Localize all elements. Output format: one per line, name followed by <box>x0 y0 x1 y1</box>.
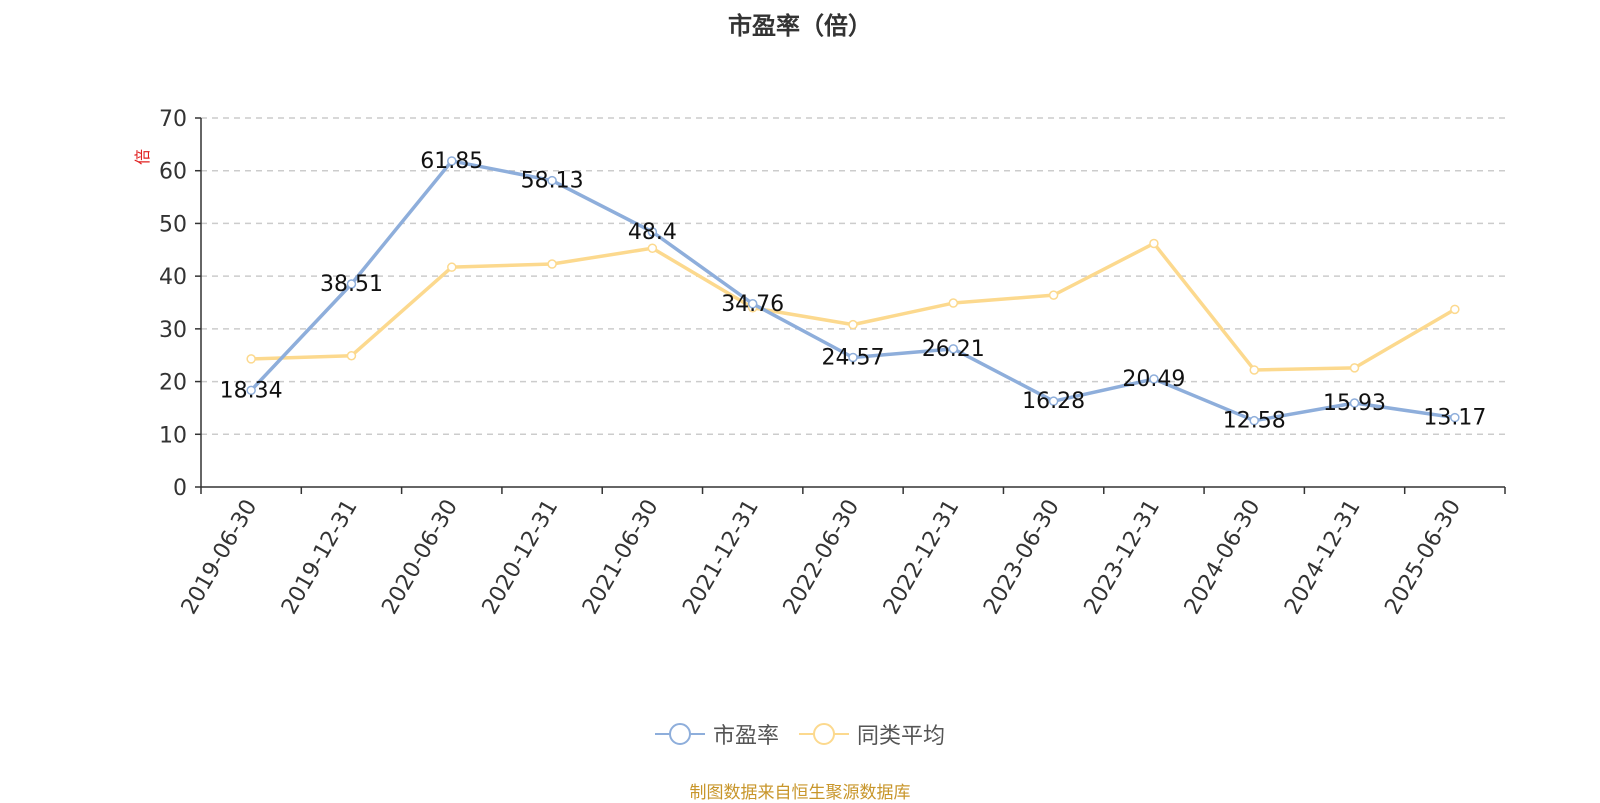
x-tick-label: 2019-06-30 <box>177 496 263 619</box>
data-point-pe <box>1048 396 1059 406</box>
data-label: 15.93 <box>1323 391 1386 416</box>
x-tick-label: 2024-06-30 <box>1180 496 1266 619</box>
y-tick-label: 50 <box>159 212 187 237</box>
data-point-pe <box>1349 398 1360 408</box>
legend-item-pe[interactable]: 市盈率 <box>654 718 779 750</box>
x-tick-label: 2022-12-31 <box>879 495 965 618</box>
data-point-avg <box>547 259 557 269</box>
y-tick-label: 60 <box>159 160 187 185</box>
data-label: 18.34 <box>220 378 283 403</box>
y-tick-label: 0 <box>173 476 187 501</box>
x-tick-label: 2020-06-30 <box>377 496 463 619</box>
data-point-pe <box>1450 412 1460 423</box>
x-tick-label: 2022-06-30 <box>779 496 865 619</box>
y-axis-unit-label: 倍 <box>133 149 152 165</box>
data-label: 26.21 <box>922 337 985 362</box>
data-point-avg <box>1048 290 1059 300</box>
data-point-pe <box>747 299 758 309</box>
data-point-avg <box>647 243 658 253</box>
legend-pe-label: 市盈率 <box>712 724 779 749</box>
data-label: 48.4 <box>628 220 677 245</box>
data-point-pe <box>848 352 858 363</box>
data-point-pe <box>1149 374 1159 384</box>
data-point-avg <box>1349 363 1360 373</box>
x-tick-label: 2021-12-31 <box>678 496 764 619</box>
data-point-avg <box>246 354 256 364</box>
data-point-pe <box>647 227 658 237</box>
data-point-pe <box>346 279 357 289</box>
grid-lines <box>201 117 1505 436</box>
y-tick-label: 30 <box>159 318 187 343</box>
x-tick-label: 2023-06-30 <box>979 496 1065 619</box>
data-point-pe <box>246 385 256 396</box>
x-tick-label: 2025-06-30 <box>1380 496 1466 619</box>
x-tick-label: 2024-12-31 <box>1280 496 1366 619</box>
y-tick-label: 10 <box>159 423 187 448</box>
series-lines <box>246 156 1460 426</box>
x-tick-label: 2021-06-30 <box>578 496 664 619</box>
data-label: 58.13 <box>521 169 584 194</box>
data-label: 38.51 <box>320 272 383 297</box>
source-note: 制图数据来自恒生聚源数据库 <box>689 783 911 803</box>
legend-item-avg[interactable]: 同类平均 <box>799 718 945 750</box>
y-tick-label: 70 <box>159 107 187 132</box>
data-point-avg <box>1450 304 1460 315</box>
data-label: 13.17 <box>1423 406 1486 431</box>
data-point-avg <box>346 350 357 361</box>
data-point-avg <box>1149 238 1159 249</box>
data-point-pe <box>1249 415 1259 426</box>
legend-avg-label: 同类平均 <box>857 724 946 749</box>
x-tick-label: 2023-12-31 <box>1080 496 1166 619</box>
data-label: 12.58 <box>1223 409 1286 434</box>
data-label: 34.76 <box>721 292 784 317</box>
data-point-avg <box>848 319 858 330</box>
data-point-avg <box>447 262 457 272</box>
data-point-pe <box>447 156 457 166</box>
legend: 市盈率 同类平均 <box>0 718 1600 750</box>
data-point-avg <box>948 298 959 308</box>
data-label: 20.49 <box>1122 367 1185 392</box>
data-label: 24.57 <box>822 345 885 370</box>
y-tick-label: 20 <box>159 371 187 396</box>
x-tick-label: 2019-12-31 <box>277 496 363 619</box>
data-label: 61.85 <box>420 149 483 174</box>
data-point-pe <box>948 344 959 354</box>
data-point-avg <box>1249 365 1259 375</box>
legend-avg-icon <box>799 723 849 745</box>
data-label: 16.28 <box>1022 389 1085 414</box>
legend-pe-icon <box>654 723 705 745</box>
data-labels: 18.34 38.51 61.85 58.13 48.4 34.76 24.57 26.21 1… <box>220 149 1487 434</box>
y-tick-label: 40 <box>159 265 187 290</box>
x-tick-label: 2020-12-31 <box>478 496 564 619</box>
chart-title: 市盈率（倍） <box>728 12 872 40</box>
data-point-pe <box>547 175 557 186</box>
